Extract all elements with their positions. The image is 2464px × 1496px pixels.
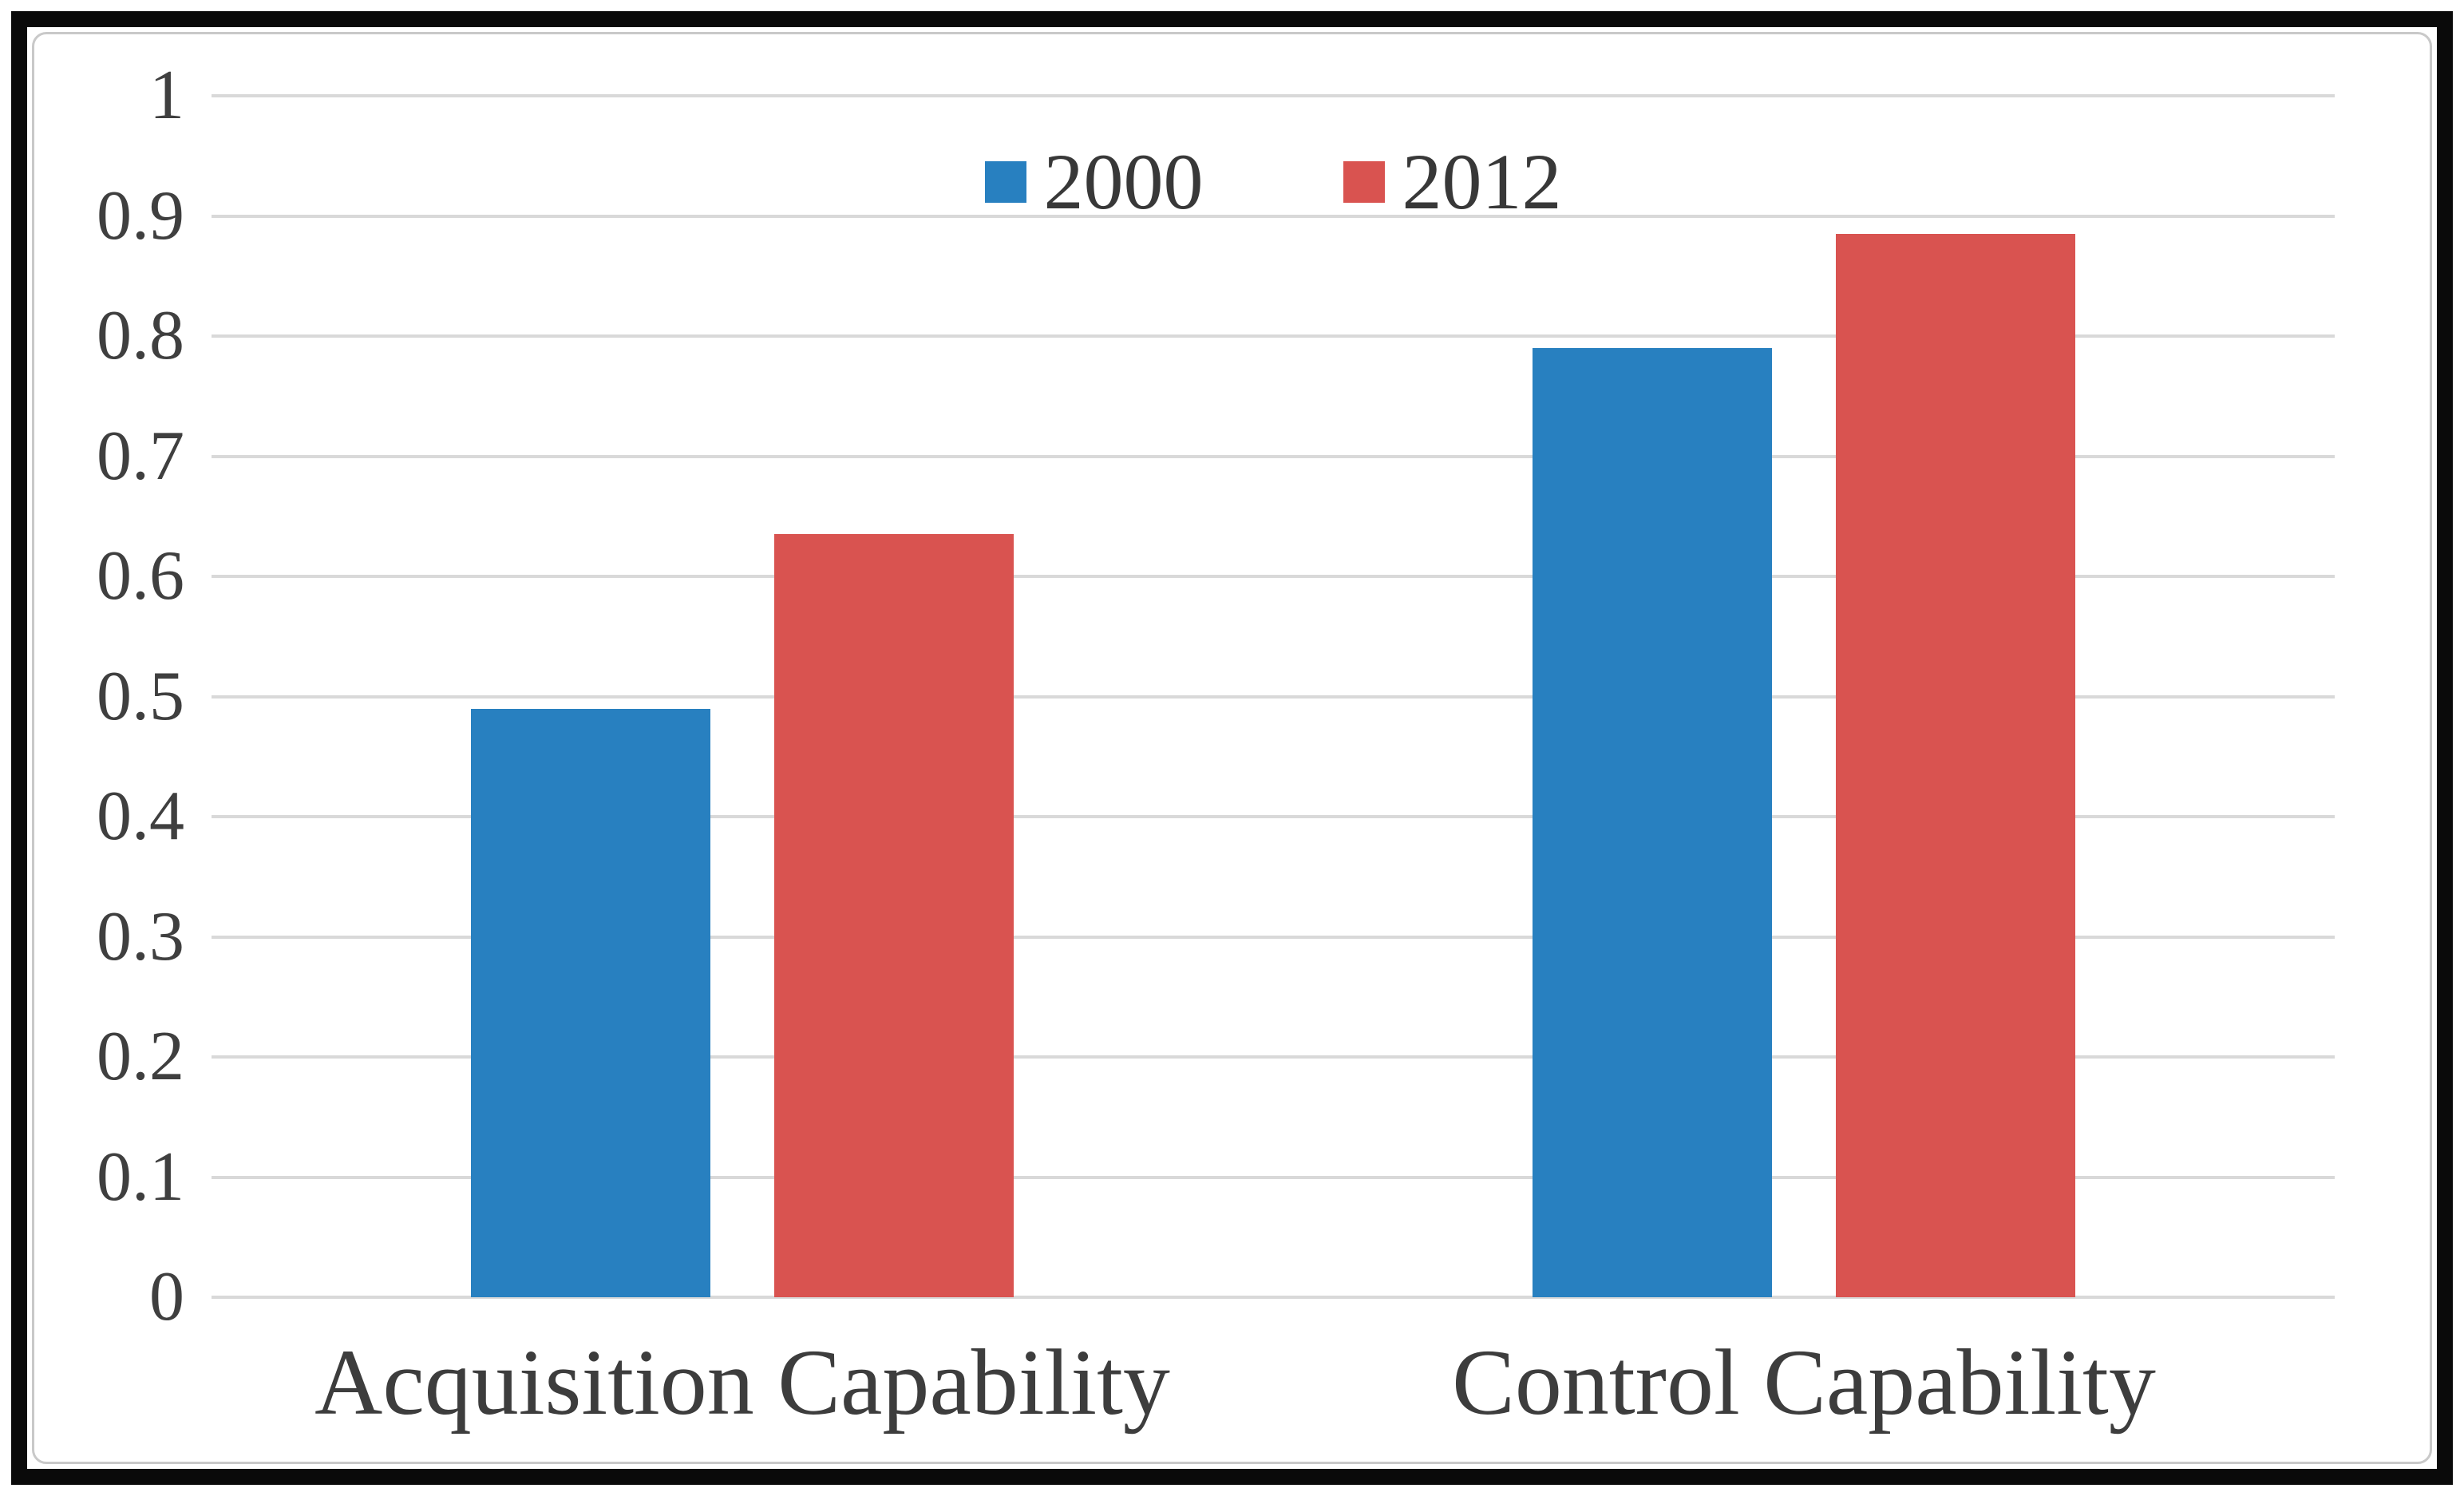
bar-2000-control-capability (1533, 348, 1772, 1297)
bars-layer (212, 96, 2335, 1297)
gridline-0-5 (212, 695, 2335, 699)
gridline-0-8 (212, 334, 2335, 338)
category-label-control-capability: Control Capability (1452, 1330, 2156, 1435)
y-tick-label-0: 0 (149, 1258, 184, 1336)
gridline-0 (212, 1296, 2335, 1299)
gridline-0-2 (212, 1055, 2335, 1059)
y-tick-label-0-4: 0.4 (97, 778, 184, 855)
chart-area: 0 0.1 0.2 0.3 0.4 0.5 0.6 0.7 0.8 0.9 1 Acquisitio… (32, 32, 2432, 1464)
y-tick-label-0-1: 0.1 (97, 1138, 184, 1216)
y-tick-label-0-6: 0.6 (97, 537, 184, 615)
legend-swatch-2012 (1343, 161, 1385, 203)
bar-groups (212, 96, 2335, 1297)
legend-label-2000: 2000 (1043, 137, 1204, 226)
legend-item-2000: 2000 (984, 137, 1204, 226)
gridline-0-7 (212, 454, 2335, 458)
legend-label-2012: 2012 (1402, 137, 1562, 226)
bar-2012-control-capability (1836, 234, 2075, 1297)
y-tick-label-0-5: 0.5 (97, 657, 184, 735)
y-tick-label-0-8: 0.8 (97, 297, 184, 374)
y-tick-label-0-7: 0.7 (97, 417, 184, 495)
y-tick-label-0-9: 0.9 (97, 176, 184, 255)
gridline-0-6 (212, 575, 2335, 578)
gridline-0-1 (212, 1175, 2335, 1179)
x-axis-labels: Acquisition Capability Control Capability (212, 1297, 2335, 1435)
bar-2000-acquisition-capability (471, 708, 710, 1297)
legend-swatch-2000 (984, 161, 1026, 203)
y-tick-label-0-3: 0.3 (97, 897, 184, 976)
bar-2012-acquisition-capability (774, 534, 1014, 1297)
y-tick-label-1: 1 (149, 57, 184, 134)
gridline-0-4 (212, 815, 2335, 818)
gridline-1 (212, 94, 2335, 97)
figure-border (11, 11, 2453, 1485)
legend: 2000 2012 (212, 142, 2335, 222)
category-label-acquisition-capability: Acquisition Capability (314, 1330, 1170, 1435)
legend-item-2012: 2012 (1343, 142, 1562, 222)
plot-area: 0 0.1 0.2 0.3 0.4 0.5 0.6 0.7 0.8 0.9 1 Acquisitio… (97, 61, 2335, 1434)
gridline-0-9 (212, 214, 2335, 218)
y-tick-label-0-2: 0.2 (97, 1018, 184, 1095)
bar-group-control-capability (1273, 96, 2335, 1297)
gridline-0-3 (212, 935, 2335, 939)
bar-group-acquisition-capability (212, 96, 1273, 1297)
